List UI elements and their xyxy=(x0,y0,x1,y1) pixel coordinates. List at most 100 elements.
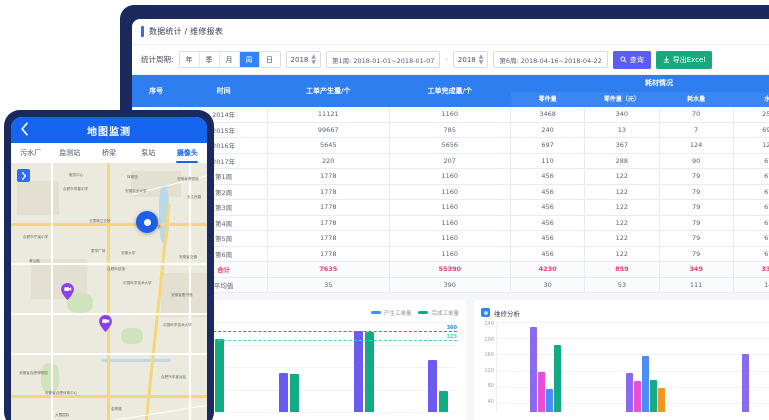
bar-group[interactable] xyxy=(345,322,382,412)
breadcrumb-marker xyxy=(141,26,144,37)
table-row[interactable]: 10第6周1778116045612279670 xyxy=(132,245,769,262)
table-cell: 11121 xyxy=(267,106,390,123)
report-table: 序号 时间 工单产生量/个 工单完成量/个 耗材情况 零件量 零件量（元） 耗水… xyxy=(132,75,769,293)
bar[interactable] xyxy=(538,372,546,412)
average-row[interactable]: 平均值353903053111140 xyxy=(132,276,769,293)
expand-panel-button[interactable] xyxy=(17,169,30,182)
period-option-month[interactable]: 月 xyxy=(219,52,240,67)
table-row[interactable]: 32016年564556566973671241240 xyxy=(132,137,769,154)
table-cell: 70 xyxy=(658,106,734,123)
tab-monitor-station[interactable]: 监测站 xyxy=(59,149,81,157)
period-option-week[interactable]: 周 xyxy=(239,52,260,67)
week-from-input[interactable]: 第1周: 2018-01-01~2018-01-07 xyxy=(325,51,441,68)
map-label: 合肥汽车客运站 xyxy=(161,375,187,379)
col-water-usage[interactable]: 耗水量 xyxy=(658,90,734,107)
table-row[interactable]: 7第3周1778116045612279670 xyxy=(132,199,769,216)
bar[interactable] xyxy=(650,379,657,412)
bar[interactable] xyxy=(554,344,562,412)
period-option-year[interactable]: 年 xyxy=(179,52,200,67)
year-from-input[interactable]: 2018 ▲ ▼ xyxy=(285,51,321,68)
tab-camera[interactable]: 摄像头 xyxy=(168,143,207,163)
right-chart-title-text: 维修分析 xyxy=(494,309,520,318)
gridline xyxy=(497,338,769,340)
current-location-marker[interactable] xyxy=(136,211,158,233)
table-row[interactable]: 22015年996677852401376980 xyxy=(132,121,769,138)
bar-group[interactable] xyxy=(420,322,457,412)
table-cell: 456 xyxy=(509,183,586,200)
bar[interactable] xyxy=(215,339,225,412)
period-option-quarter[interactable]: 季 xyxy=(199,52,220,67)
table-row[interactable]: 8第4周1778116045612279670 xyxy=(132,214,769,231)
table-cell: 456 xyxy=(509,199,586,216)
bar[interactable] xyxy=(741,353,749,412)
table-cell: 79 xyxy=(658,214,734,231)
download-icon xyxy=(663,56,669,63)
table-row[interactable]: 6第2周1778116045612279670 xyxy=(132,183,769,200)
x-tick xyxy=(308,413,345,420)
bar[interactable] xyxy=(546,388,554,412)
table-row[interactable]: 12014年1112111603468340702568 xyxy=(132,106,769,123)
table-cell: 3320 xyxy=(732,261,769,278)
bar-group[interactable] xyxy=(382,322,419,412)
period-segmented-control[interactable]: 年 季 月 周 日 xyxy=(178,51,281,68)
legend-item-created[interactable]: 产生工单量 xyxy=(370,309,411,317)
table-row[interactable]: 5第1周1778116045612279670 xyxy=(132,168,769,185)
week-to-input[interactable]: 第6周: 2018-04-16~2018-04-22 xyxy=(493,51,608,68)
col-parts-count[interactable]: 零件量 xyxy=(509,90,586,107)
marker-line xyxy=(158,340,457,342)
bar[interactable] xyxy=(278,372,288,412)
left-chart-legend: 产生工单量 完成工单量 xyxy=(370,309,459,317)
tab-pump-station[interactable]: 泵站 xyxy=(141,149,156,157)
mobile-header: 地图监测 xyxy=(11,117,207,143)
bar[interactable] xyxy=(289,373,299,412)
col-created[interactable]: 工单产生量/个 xyxy=(267,75,390,107)
bar-group[interactable] xyxy=(496,322,596,412)
table-cell: 670 xyxy=(732,245,769,262)
bar-group[interactable] xyxy=(233,322,270,412)
table-row[interactable]: 42017年22020711028890670 xyxy=(132,152,769,169)
total-row[interactable]: 合计76355539042308593493320 xyxy=(132,261,769,278)
camera-pin-icon[interactable] xyxy=(99,315,112,332)
bar[interactable] xyxy=(642,355,649,412)
table-cell: 124 xyxy=(658,137,734,154)
back-arrow-icon[interactable] xyxy=(20,121,29,140)
bar-group[interactable] xyxy=(270,322,307,412)
bar-group[interactable] xyxy=(308,322,345,412)
table-cell: 1778 xyxy=(267,183,390,200)
col-water-amount[interactable]: 水量 xyxy=(732,90,769,107)
col-parts-amount[interactable]: 零件量（元） xyxy=(584,90,660,107)
bar-group[interactable] xyxy=(695,322,769,412)
table-row[interactable]: 9第5周1778116045612279670 xyxy=(132,230,769,247)
map-label: 中国科学技术大学 xyxy=(163,323,192,327)
export-excel-button[interactable]: 导出Excel xyxy=(655,50,713,69)
map-label: 合肥市寿春中学 xyxy=(63,187,89,191)
camera-pin-icon[interactable] xyxy=(61,283,74,300)
bar[interactable] xyxy=(428,360,438,412)
search-button[interactable]: 查询 xyxy=(612,50,651,69)
y-tick: 160 xyxy=(484,352,494,359)
map-label: 合肥市宁溪小学 xyxy=(23,235,49,239)
bar[interactable] xyxy=(353,331,363,412)
map-canvas[interactable]: 服务中心 体育馆 安徽省博物馆 合肥市寿春中学 安徽农业大学 五里墩立交桥 安徽… xyxy=(11,163,207,420)
tab-sewage-plant[interactable]: 污水厂 xyxy=(20,149,42,157)
bar[interactable] xyxy=(364,332,374,412)
bar[interactable] xyxy=(439,390,449,412)
legend-item-completed[interactable]: 完成工单量 xyxy=(418,309,459,317)
bar[interactable] xyxy=(634,380,641,412)
col-time[interactable]: 时间 xyxy=(179,75,268,107)
bar-group[interactable] xyxy=(596,322,696,412)
table-cell: 1778 xyxy=(267,245,390,262)
year-to-input[interactable]: 2018 ▲ ▼ xyxy=(452,51,489,68)
stepper-icon[interactable]: ▲ ▼ xyxy=(311,53,316,66)
y-tick: 80 xyxy=(487,383,494,390)
tab-bridge[interactable]: 桥梁 xyxy=(102,149,116,157)
map-label: 安徽省合肥体育中心 xyxy=(45,391,78,395)
col-completed[interactable]: 工单完成量/个 xyxy=(388,75,511,107)
col-index[interactable]: 序号 xyxy=(132,75,181,107)
bar[interactable] xyxy=(626,372,633,412)
stepper-icon[interactable]: ▲ ▼ xyxy=(478,53,484,66)
bar[interactable] xyxy=(530,326,538,412)
period-option-day[interactable]: 日 xyxy=(259,52,280,67)
table-cell: 110 xyxy=(509,152,586,169)
bar[interactable] xyxy=(658,388,665,412)
